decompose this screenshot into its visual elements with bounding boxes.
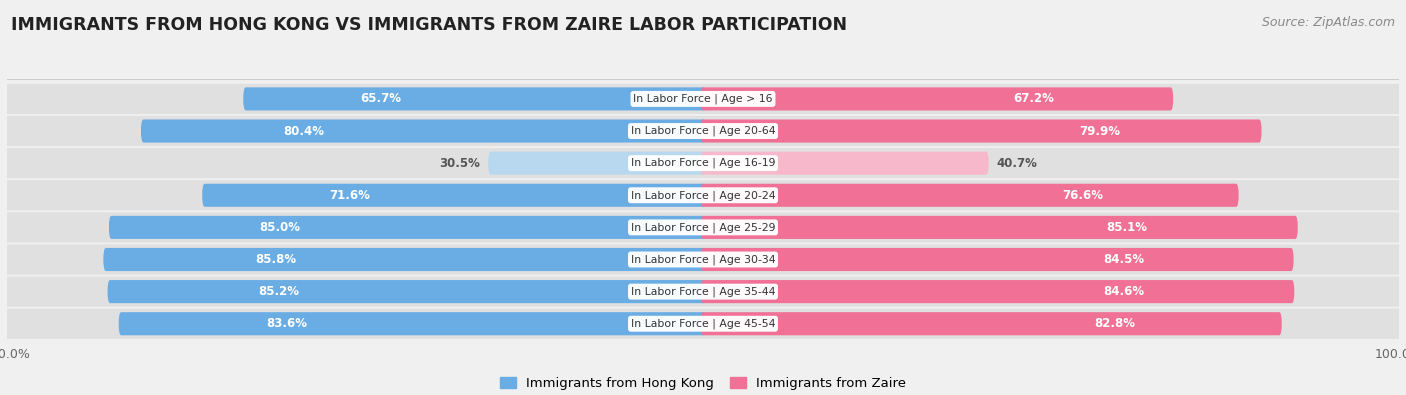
Text: 82.8%: 82.8% bbox=[1094, 317, 1135, 330]
FancyBboxPatch shape bbox=[700, 280, 1295, 303]
Text: In Labor Force | Age 35-44: In Labor Force | Age 35-44 bbox=[631, 286, 775, 297]
Text: 65.7%: 65.7% bbox=[360, 92, 401, 105]
Text: In Labor Force | Age 45-54: In Labor Force | Age 45-54 bbox=[631, 318, 775, 329]
Text: 83.6%: 83.6% bbox=[267, 317, 308, 330]
FancyBboxPatch shape bbox=[700, 184, 1239, 207]
Text: 40.7%: 40.7% bbox=[997, 157, 1038, 169]
FancyBboxPatch shape bbox=[700, 312, 1282, 335]
FancyBboxPatch shape bbox=[104, 248, 706, 271]
FancyBboxPatch shape bbox=[107, 280, 706, 303]
FancyBboxPatch shape bbox=[243, 87, 706, 111]
FancyBboxPatch shape bbox=[700, 216, 1298, 239]
Text: 84.5%: 84.5% bbox=[1102, 253, 1144, 266]
FancyBboxPatch shape bbox=[202, 184, 706, 207]
Text: 84.6%: 84.6% bbox=[1104, 285, 1144, 298]
Text: In Labor Force | Age 30-34: In Labor Force | Age 30-34 bbox=[631, 254, 775, 265]
Legend: Immigrants from Hong Kong, Immigrants from Zaire: Immigrants from Hong Kong, Immigrants fr… bbox=[495, 372, 911, 395]
FancyBboxPatch shape bbox=[4, 116, 1402, 146]
FancyBboxPatch shape bbox=[488, 152, 706, 175]
FancyBboxPatch shape bbox=[4, 180, 1402, 211]
FancyBboxPatch shape bbox=[4, 148, 1402, 178]
Text: In Labor Force | Age 25-29: In Labor Force | Age 25-29 bbox=[631, 222, 775, 233]
Text: In Labor Force | Age 16-19: In Labor Force | Age 16-19 bbox=[631, 158, 775, 168]
Text: 85.2%: 85.2% bbox=[259, 285, 299, 298]
FancyBboxPatch shape bbox=[4, 308, 1402, 339]
Text: 30.5%: 30.5% bbox=[440, 157, 481, 169]
Text: 85.0%: 85.0% bbox=[259, 221, 301, 234]
Text: 67.2%: 67.2% bbox=[1012, 92, 1053, 105]
Text: 71.6%: 71.6% bbox=[329, 189, 370, 202]
Text: 85.1%: 85.1% bbox=[1107, 221, 1147, 234]
Text: Source: ZipAtlas.com: Source: ZipAtlas.com bbox=[1261, 16, 1395, 29]
Text: In Labor Force | Age > 16: In Labor Force | Age > 16 bbox=[633, 94, 773, 104]
FancyBboxPatch shape bbox=[4, 245, 1402, 275]
FancyBboxPatch shape bbox=[108, 216, 706, 239]
Text: IMMIGRANTS FROM HONG KONG VS IMMIGRANTS FROM ZAIRE LABOR PARTICIPATION: IMMIGRANTS FROM HONG KONG VS IMMIGRANTS … bbox=[11, 16, 848, 34]
FancyBboxPatch shape bbox=[4, 212, 1402, 243]
Text: 76.6%: 76.6% bbox=[1062, 189, 1102, 202]
FancyBboxPatch shape bbox=[700, 152, 988, 175]
FancyBboxPatch shape bbox=[700, 87, 1173, 111]
FancyBboxPatch shape bbox=[700, 248, 1294, 271]
Text: In Labor Force | Age 20-24: In Labor Force | Age 20-24 bbox=[631, 190, 775, 201]
FancyBboxPatch shape bbox=[141, 119, 706, 143]
Text: 85.8%: 85.8% bbox=[254, 253, 297, 266]
Text: In Labor Force | Age 20-64: In Labor Force | Age 20-64 bbox=[631, 126, 775, 136]
Text: 79.9%: 79.9% bbox=[1078, 124, 1121, 137]
FancyBboxPatch shape bbox=[4, 84, 1402, 114]
FancyBboxPatch shape bbox=[700, 119, 1261, 143]
FancyBboxPatch shape bbox=[118, 312, 706, 335]
Text: 80.4%: 80.4% bbox=[284, 124, 325, 137]
FancyBboxPatch shape bbox=[4, 276, 1402, 307]
